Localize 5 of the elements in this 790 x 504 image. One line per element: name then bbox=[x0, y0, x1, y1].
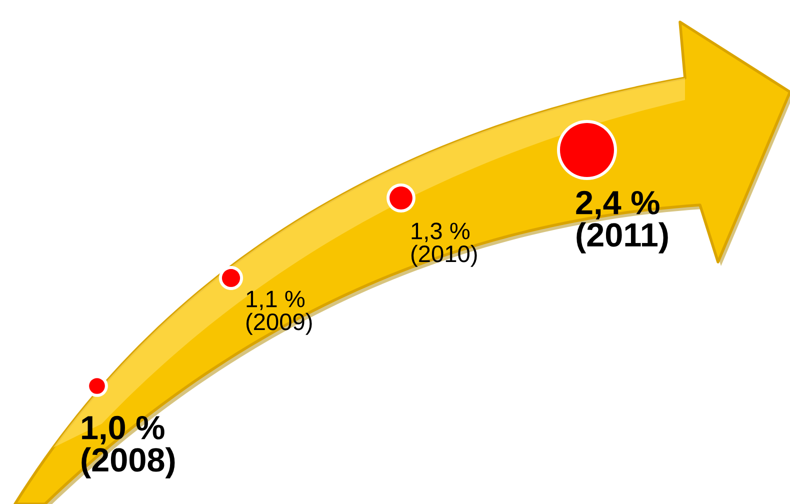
data-label: 1,3 % bbox=[412, 222, 470, 242]
data-label: 1,0 % bbox=[82, 416, 164, 444]
data-label: 2,4 % bbox=[576, 190, 660, 220]
data-label: 1,1 % bbox=[246, 290, 305, 310]
category-label: (2011) bbox=[576, 222, 668, 254]
